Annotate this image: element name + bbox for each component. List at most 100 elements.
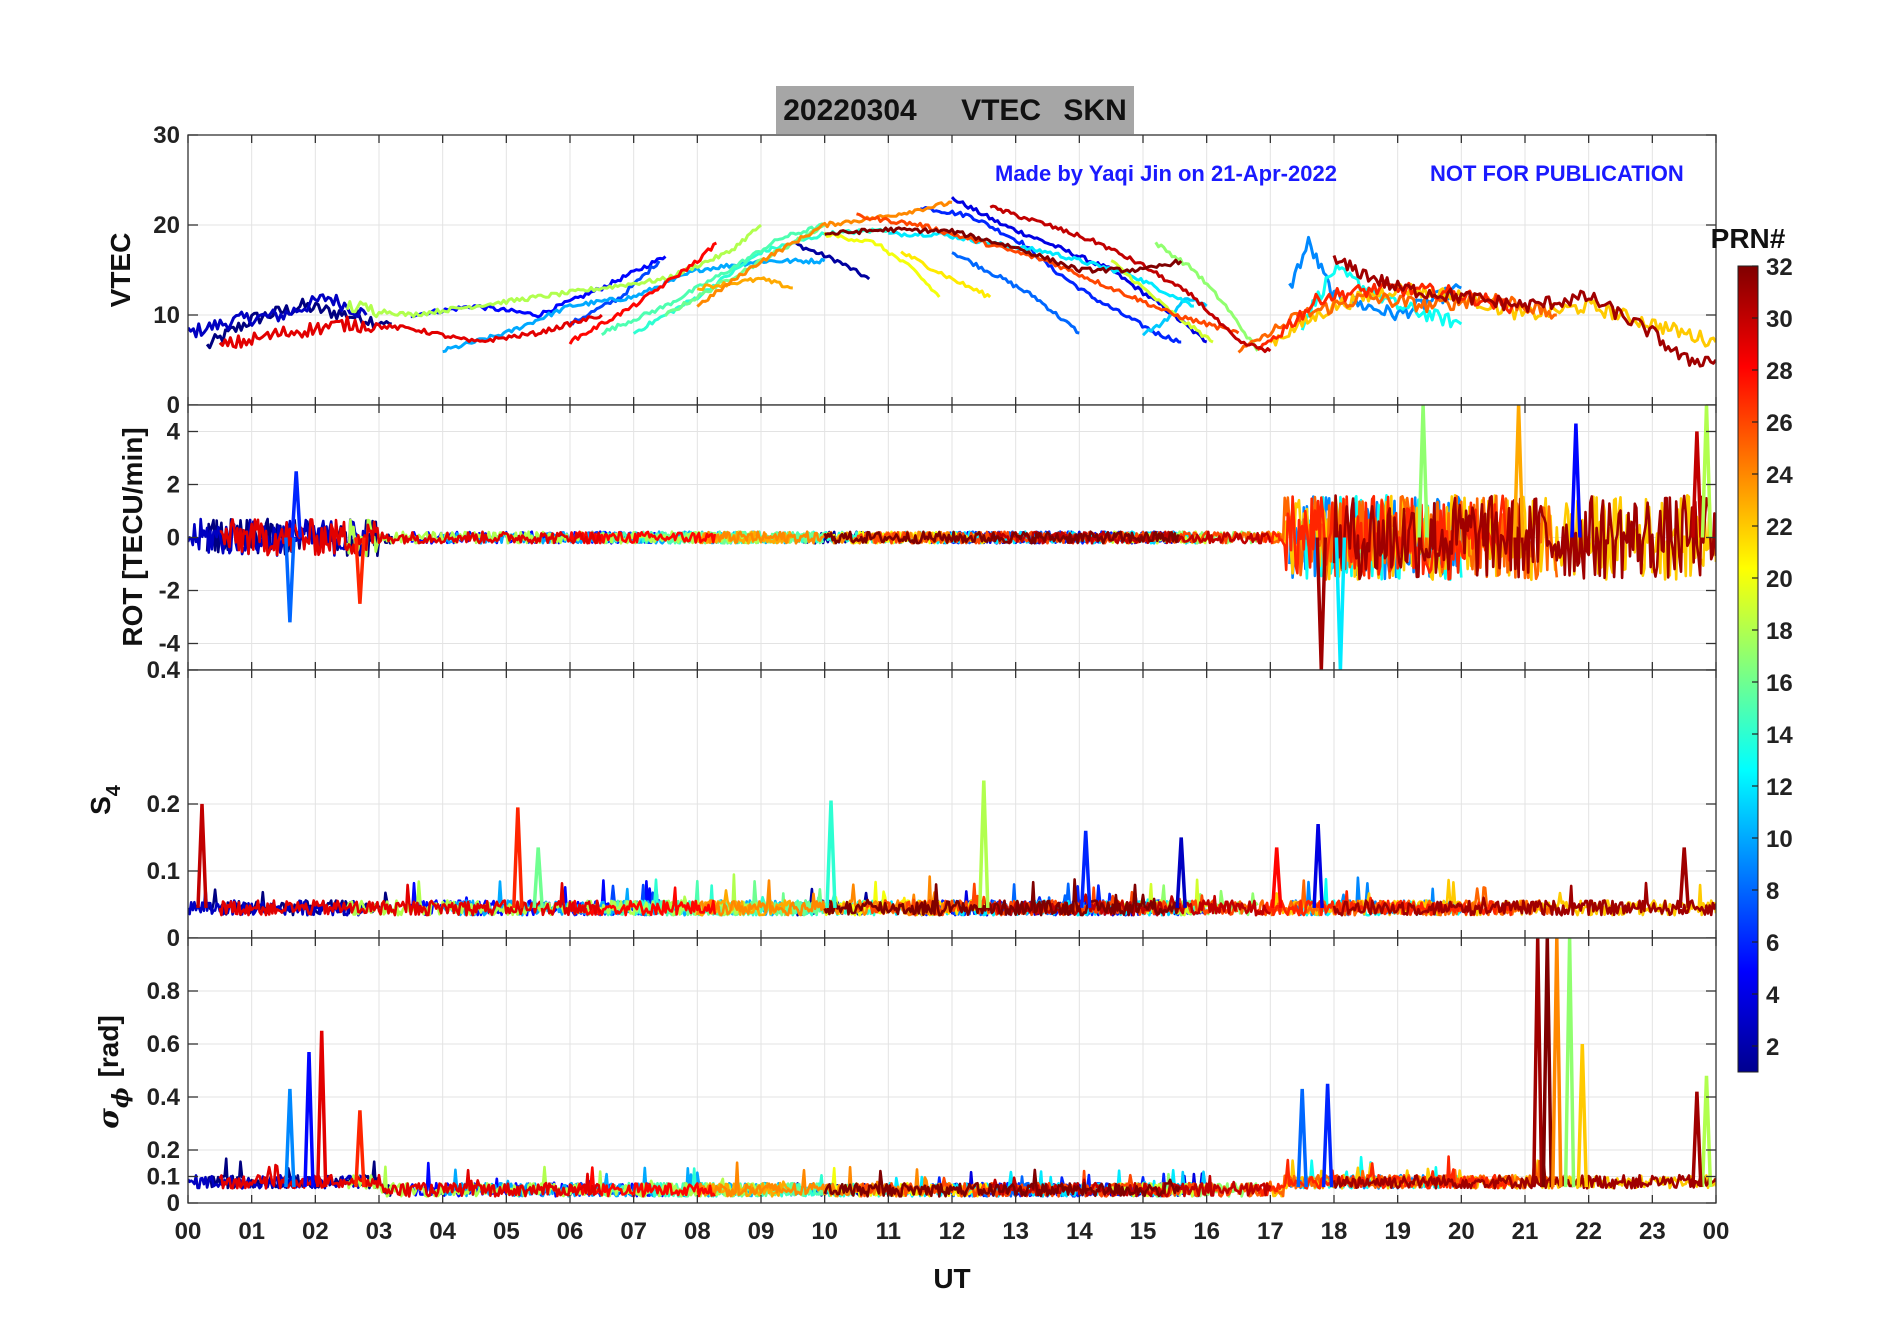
sigma-spike-prn-31: [1531, 938, 1544, 1188]
sigma-line-prn-32: [823, 1168, 1181, 1198]
rot-spike-prn-30: [1691, 431, 1703, 538]
vtec-line-prn-8: [951, 251, 1080, 335]
rot-axis-label: ROT [TECU/min]: [117, 427, 148, 646]
sigma-axis-label: σϕ [rad]: [92, 1015, 134, 1129]
y-tick-label: 0.4: [147, 1084, 181, 1111]
rot-spike-prn-31: [1315, 537, 1328, 670]
s4-spike-prn-18: [978, 780, 990, 908]
vtec-line-prn-15: [600, 222, 826, 337]
colorbar-tick-label: 30: [1766, 306, 1793, 333]
x-tick-label: 18: [1321, 1218, 1348, 1245]
rot-spike-prn-23: [1512, 405, 1525, 538]
sigma-spike-prn-29: [315, 1030, 328, 1188]
title-background: [776, 86, 1134, 134]
x-tick-label: 10: [811, 1218, 838, 1245]
colorbar-tick-label: 24: [1766, 462, 1793, 489]
panel-rot-data: [188, 405, 1716, 670]
colorbar-tick-label: 26: [1766, 410, 1793, 437]
vtec-line-prn-9: [1288, 235, 1462, 322]
panel-sigma-data: [188, 938, 1716, 1198]
sigma-spike-prn-6: [1321, 1083, 1334, 1188]
sigma-line-prn-31: [1332, 1164, 1716, 1190]
s4-line-prn-29: [218, 881, 602, 917]
vtec-line-prn-18: [345, 223, 762, 319]
y-tick-label: 20: [153, 212, 180, 239]
x-tick-label: 15: [1130, 1218, 1157, 1245]
colorbar-tick-label: 2: [1766, 1034, 1779, 1061]
sigma-spike-prn-17: [1563, 938, 1576, 1188]
sigma-line-prn-16: [664, 1181, 825, 1198]
vtec-line-prn-26: [856, 212, 1240, 335]
s4-label-sub: 4: [103, 784, 125, 796]
rot-line-prn-29: [219, 518, 602, 557]
disclaimer-note: NOT FOR PUBLICATION: [1430, 161, 1684, 186]
sigma-spike-prn-31: [1691, 1091, 1703, 1188]
x-tick-label: 00: [175, 1218, 202, 1245]
sigma-spike-prn-8: [1296, 1088, 1308, 1188]
vtec-line-prn-32: [824, 226, 1183, 274]
credit-note: Made by Yaqi Jin on 21-Apr-2022: [995, 161, 1337, 186]
sigma-line-prn-29: [218, 1163, 602, 1198]
vtec-line-prn-3: [188, 293, 368, 339]
s4-line-prn-24: [696, 875, 952, 917]
vtec-line-prn-21: [900, 250, 992, 299]
vtec-line-prn-20: [823, 231, 941, 298]
colorbar-tick-label: 16: [1766, 670, 1793, 697]
vtec-line-prn-19: [1110, 259, 1214, 344]
title-text: 20220304 VTEC SKN: [783, 94, 1127, 127]
s4-line-prn-3: [188, 886, 368, 917]
x-tick-label: 14: [1066, 1218, 1093, 1245]
x-tick-label: 23: [1639, 1218, 1666, 1245]
y-tick-label: 0: [167, 1190, 180, 1217]
x-tick-label: 11: [876, 1218, 901, 1245]
colorbar-tick-label: 32: [1766, 254, 1793, 281]
sigma-line-prn-3: [188, 1173, 367, 1190]
vtec-line-prn-6: [919, 206, 1182, 344]
s4-axis-label: S4: [85, 784, 125, 815]
panel-vtec: 0 10 20 30: [153, 122, 1717, 419]
colorbar-tick-label: 14: [1766, 722, 1793, 749]
colorbar-tick-label: 18: [1766, 618, 1793, 645]
vtec-line-prn-13: [1300, 262, 1463, 331]
x-tick-label: 21: [1512, 1218, 1539, 1245]
colorbar-tick-label: 10: [1766, 826, 1793, 853]
x-tick-label: 05: [493, 1218, 520, 1245]
colorbar-tick-label: 22: [1766, 514, 1793, 541]
x-tick-label: 07: [620, 1218, 647, 1245]
x-tick-label: 19: [1384, 1218, 1411, 1245]
rot-spike-prn-8: [284, 537, 296, 623]
s4-spike-prn-31: [1678, 847, 1690, 909]
colorbar-tick-label: 28: [1766, 358, 1793, 385]
s4-label-main: S: [85, 796, 116, 815]
y-tick-label: 0.2: [147, 791, 180, 818]
x-tick-label: 20: [1448, 1218, 1475, 1245]
x-tick-label: 13: [1002, 1218, 1029, 1245]
s4-line-prn-31: [1332, 881, 1716, 917]
vtec-line-prn-29: [218, 313, 603, 349]
y-tick-label: 0: [167, 925, 180, 952]
s4-spike-prn-30: [196, 803, 208, 908]
y-tick-label: 0.2: [147, 1137, 180, 1164]
panels: 0102030-4-202400.10.20.400.10.20.40.60.8…: [147, 122, 1730, 1245]
rot-spike-prn-5: [1570, 423, 1582, 538]
panel-s4-data: [188, 780, 1716, 917]
s4-spike-prn-6: [1079, 830, 1092, 908]
x-tick-label: 03: [366, 1218, 393, 1245]
x-tick-label: 00: [1703, 1218, 1730, 1245]
x-tick-label: 01: [238, 1218, 265, 1245]
rot-line-prn-32: [823, 530, 1180, 545]
vtec-line-prn-23: [696, 276, 793, 291]
y-tick-label: 0.8: [147, 978, 180, 1005]
x-tick-label: 08: [684, 1218, 711, 1245]
x-tick-label: 12: [939, 1218, 966, 1245]
y-tick-label: 0.6: [147, 1031, 180, 1058]
sigma-spike-prn-9: [284, 1088, 296, 1188]
panel-sigma: 00.10.2 0.4 0.6 0.8: [147, 937, 1717, 1217]
s4-spike-prn-28: [1270, 847, 1283, 909]
x-tick-label: 06: [557, 1218, 584, 1245]
sigma-label-unit: [rad]: [93, 1015, 124, 1077]
y-tick-label: 0: [167, 525, 180, 552]
s4-spike-prn-27: [512, 807, 524, 908]
